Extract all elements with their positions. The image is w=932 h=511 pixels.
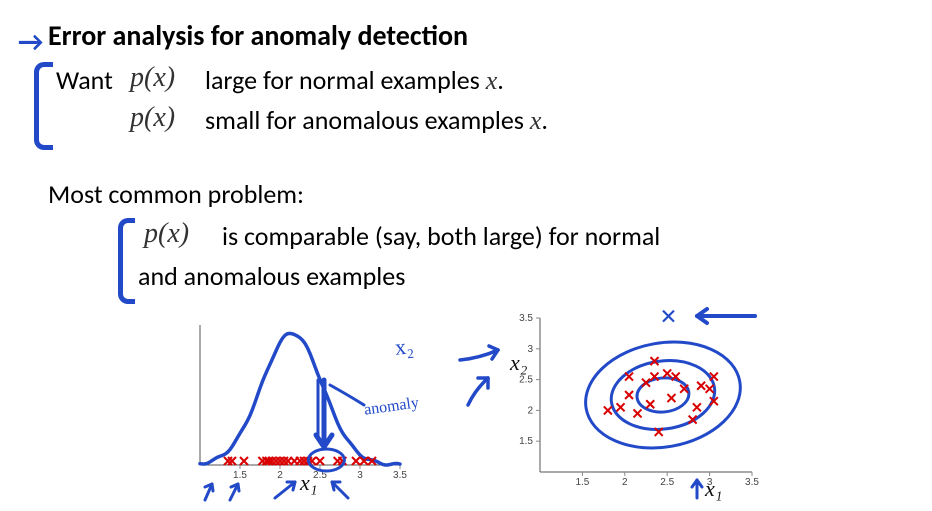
math-x-2: x xyxy=(530,106,542,135)
bracket-icon xyxy=(34,62,53,150)
arrow-bullet-icon: → xyxy=(18,24,43,59)
svg-text:1.5: 1.5 xyxy=(519,436,533,447)
scatter-x1-arrow-icon xyxy=(685,474,725,504)
line-most-common: Most common problem: xyxy=(48,178,304,210)
math-px-2: p(x) xyxy=(130,102,175,134)
outlier-x-mark: × xyxy=(660,300,677,334)
line-and-anomalous: and anomalous examples xyxy=(138,260,405,292)
math-px-3: p(x) xyxy=(144,218,189,250)
period-2: . xyxy=(541,104,548,136)
chart-container: 1.522.533.5 1.51.5222.52.5333.53.5 x₂ an… xyxy=(180,310,900,510)
text-large-normal: large for normal examples xyxy=(205,64,480,96)
svg-text:1.5: 1.5 xyxy=(575,477,589,488)
annotation-x2-left: x₂ xyxy=(394,333,415,361)
svg-text:3.5: 3.5 xyxy=(519,313,533,324)
arrow-to-x2-icon xyxy=(450,340,550,430)
svg-text:2: 2 xyxy=(622,477,628,488)
scatter-x2-label: x₂ xyxy=(510,350,527,376)
slide: → Error analysis for anomaly detection W… xyxy=(0,0,932,511)
line-want: Want xyxy=(56,64,113,96)
math-x-1: x xyxy=(486,66,498,95)
outlier-arrow-icon xyxy=(685,302,775,342)
math-px-1: p(x) xyxy=(130,62,175,94)
bell-arrows-icon xyxy=(180,470,410,510)
svg-text:2.5: 2.5 xyxy=(660,477,674,488)
svg-text:3.5: 3.5 xyxy=(745,477,759,488)
slide-title: Error analysis for anomaly detection xyxy=(48,18,468,53)
period-1: . xyxy=(497,64,504,96)
line-comparable: is comparable (say, both large) for norm… xyxy=(222,220,660,252)
text-small-anomalous: small for anomalous examples xyxy=(205,104,524,136)
bracket2-icon xyxy=(118,218,135,304)
line-large-normal: large for normal examples x. xyxy=(205,64,504,96)
line-small-anomalous: small for anomalous examples x. xyxy=(205,104,548,136)
